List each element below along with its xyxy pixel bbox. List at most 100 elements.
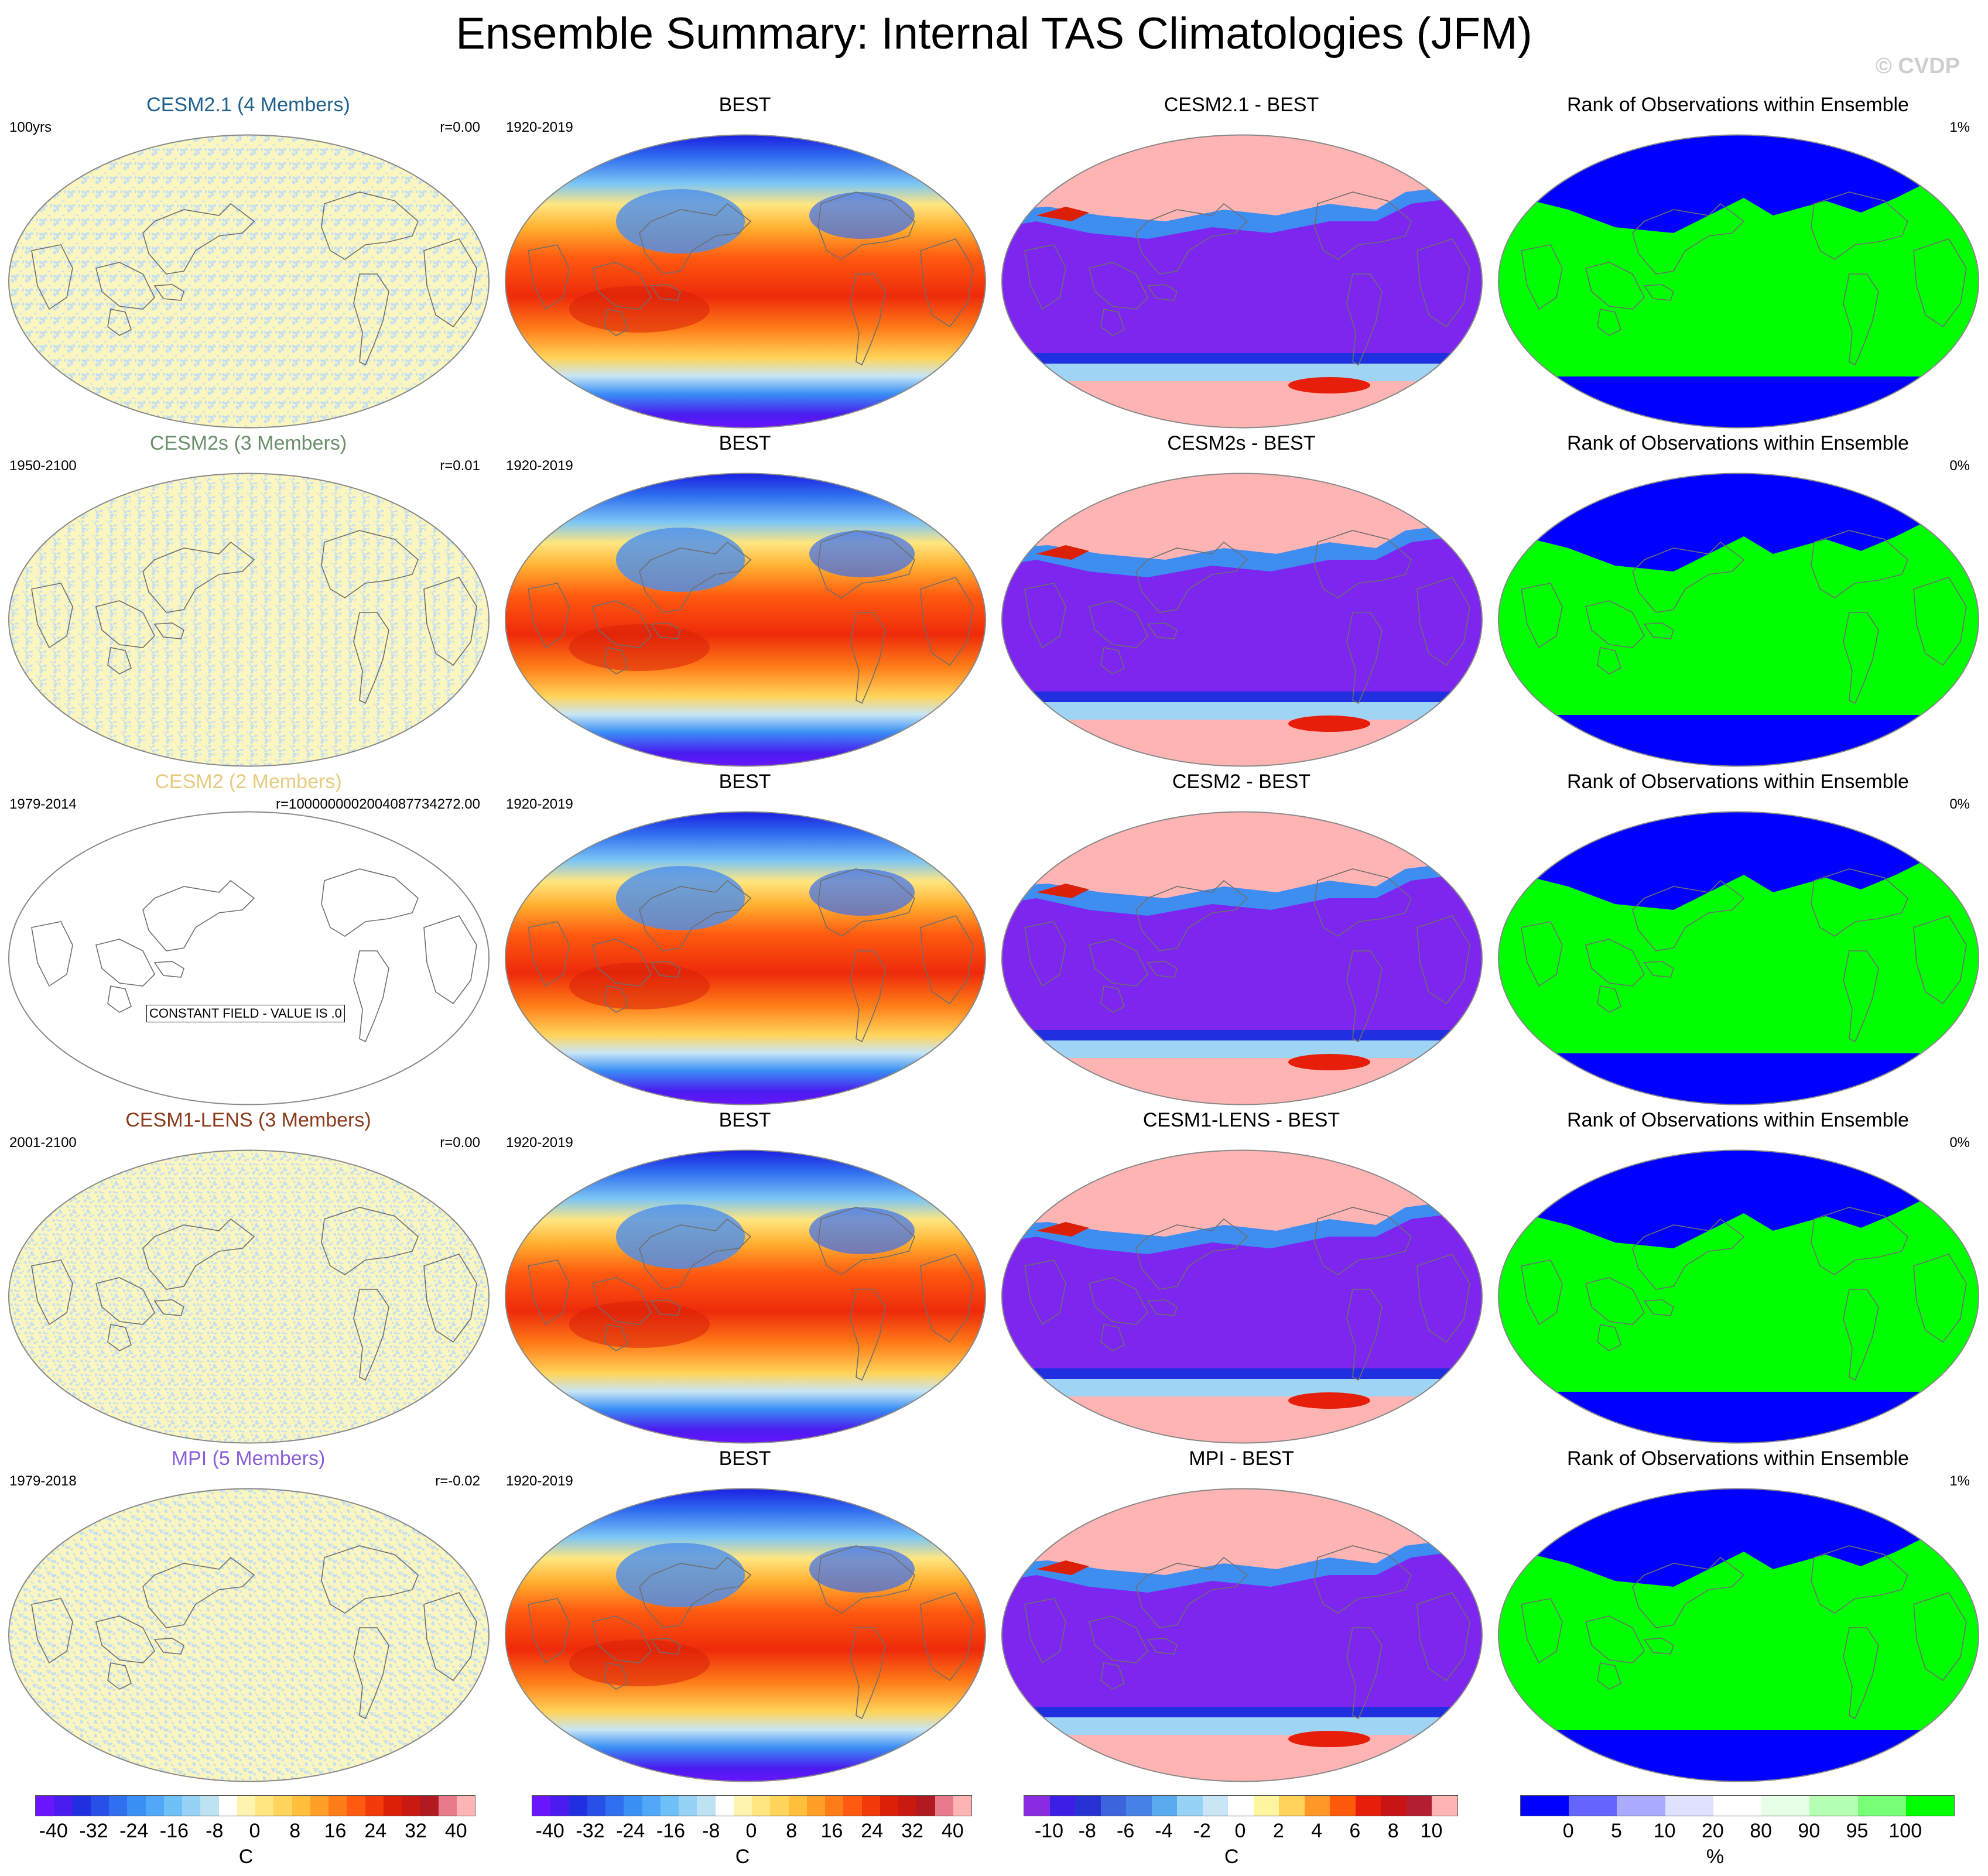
colorbar-swatch <box>200 1796 219 1816</box>
coastline-4 <box>850 950 886 1043</box>
coastline-7 <box>1643 284 1674 301</box>
coastline-1 <box>592 939 652 987</box>
panel-title: CESM1-LENS - BEST <box>1142 1109 1340 1131</box>
colorbar-2: -10 -8 -6 -4 -2 0 2 4 6 8 10 C <box>1024 1792 1458 1868</box>
coastline-7 <box>1147 622 1178 639</box>
map-diff <box>1001 811 1483 1105</box>
coastline-5 <box>1913 915 1967 1005</box>
panel-title: BEST <box>718 1447 771 1470</box>
coastline-2 <box>1597 309 1621 336</box>
map-border <box>1498 1149 1979 1444</box>
panel-obs-row-2: BEST 1920-2019 <box>497 771 993 1109</box>
colorbar-tick-label: -8 <box>206 1820 224 1842</box>
southern-warm-anomaly <box>1002 1396 1482 1443</box>
coastline-2 <box>1597 985 1621 1013</box>
colorbar-tick-label: 32 <box>901 1820 923 1842</box>
colorbar-tick-label: 4 <box>1311 1820 1323 1842</box>
colorbar-swatch <box>898 1796 917 1816</box>
coastline-3 <box>1811 868 1908 937</box>
colorbar-tick-label: 16 <box>324 1820 347 1842</box>
colorbar-tick-label: -40 <box>535 1820 564 1842</box>
map-model <box>8 134 490 429</box>
coastline-3 <box>817 1207 915 1275</box>
panel-title: CESM2s (3 Members) <box>149 432 347 454</box>
panel-title: CESM2s - BEST <box>1167 432 1316 454</box>
colorbar-swatch <box>1304 1796 1330 1816</box>
rank-percent-label: 1% <box>1949 1473 1970 1489</box>
temperature-field <box>505 135 986 428</box>
coastline-5 <box>1416 238 1470 328</box>
colorbar-swatch <box>1024 1796 1050 1816</box>
panel-title: MPI (5 Members) <box>171 1447 326 1470</box>
coastline-1 <box>592 600 652 648</box>
coastline-3 <box>321 1207 419 1275</box>
map-diff <box>1001 473 1483 767</box>
colorbar-swatch <box>1381 1796 1407 1816</box>
panel-title: Rank of Observations within Ensemble <box>1567 432 1909 454</box>
map-diff <box>1001 134 1483 429</box>
rank-percent-label: 1% <box>1949 119 1970 135</box>
map-border <box>505 1488 986 1782</box>
panel-title: CESM2.1 - BEST <box>1164 94 1319 116</box>
colorbar-tick-label: 0 <box>745 1820 757 1842</box>
coastline-3 <box>1314 868 1412 937</box>
coastline-1 <box>95 600 155 648</box>
coastline-4 <box>1843 950 1879 1043</box>
panel-period-label: 1920-2019 <box>506 458 573 474</box>
colorbar-swatch <box>1665 1796 1713 1816</box>
coastline-0 <box>1135 1218 1248 1290</box>
coastline-1 <box>1585 600 1645 648</box>
panel-diff-row-0: CESM2.1 - BEST <box>993 94 1490 432</box>
colorbar-swatch <box>383 1796 402 1816</box>
panel-rank-row-2: Rank of Observations within Ensemble 0% <box>1490 771 1986 1109</box>
colorbar-swatch <box>1202 1796 1229 1816</box>
colorbar-tick-label: 24 <box>364 1820 387 1842</box>
colorbar-3: 0 5 10 20 80 90 95 100% <box>1520 1792 1955 1868</box>
map-border <box>8 811 490 1105</box>
southern-warm-anomaly <box>1002 1058 1482 1105</box>
panel-diff-row-4: MPI - BEST <box>993 1447 1490 1786</box>
coastline-0 <box>1135 203 1248 275</box>
colorbar-tick-label: 24 <box>861 1820 884 1842</box>
copyright-mark: © CVDP <box>1875 54 1960 78</box>
coastline-1 <box>95 1615 155 1663</box>
southern-band <box>1002 1030 1482 1040</box>
colorbar-swatch <box>843 1796 862 1816</box>
coastline-7 <box>153 622 184 639</box>
rank-percent-label: 0% <box>1949 1135 1970 1151</box>
panel-title: BEST <box>718 771 771 793</box>
coastline-6 <box>1521 583 1563 649</box>
pattern-correlation-label: r=0.01 <box>440 458 480 474</box>
colorbar-swatch <box>1253 1796 1279 1816</box>
colorbar-swatch <box>880 1796 898 1816</box>
southern-warm-anomaly <box>1002 381 1482 428</box>
colorbar-swatches <box>532 1795 972 1816</box>
colorbar-swatch <box>1355 1796 1381 1816</box>
panel-model-row-3: CESM1-LENS (3 Members) 2001-2100 r=0.00 <box>0 1109 497 1447</box>
coastline-5 <box>920 238 974 328</box>
map-border <box>8 1149 490 1444</box>
colorbar-swatch <box>605 1796 624 1816</box>
rank-percent-label: 0% <box>1949 796 1970 812</box>
noise-field <box>9 135 489 428</box>
pattern-correlation-label: r=1000000002004087734272.00 <box>275 796 480 812</box>
coastline-2 <box>1100 1324 1125 1351</box>
coastline-4 <box>850 273 886 366</box>
coastline-2 <box>1597 1662 1621 1690</box>
map-diff <box>1001 1488 1483 1782</box>
colorbar-tick-label: -32 <box>576 1820 605 1842</box>
coastline-4 <box>1346 1627 1383 1720</box>
coastline-7 <box>1643 961 1674 978</box>
low-rank-north <box>1498 1150 1979 1248</box>
coastline-4 <box>1346 273 1383 366</box>
coastline-0 <box>639 879 752 951</box>
coastline-4 <box>1843 612 1879 704</box>
map-border <box>8 473 490 767</box>
coastline-6 <box>31 921 73 987</box>
colorbar-tick-label: 6 <box>1349 1820 1361 1842</box>
colorbar-tick-label: 0 <box>249 1820 261 1842</box>
colorbar-swatches <box>1520 1795 1955 1816</box>
colorbar-tick-label: 100 <box>1888 1820 1922 1842</box>
coastline-5 <box>1416 915 1470 1005</box>
coastline-0 <box>142 879 255 951</box>
